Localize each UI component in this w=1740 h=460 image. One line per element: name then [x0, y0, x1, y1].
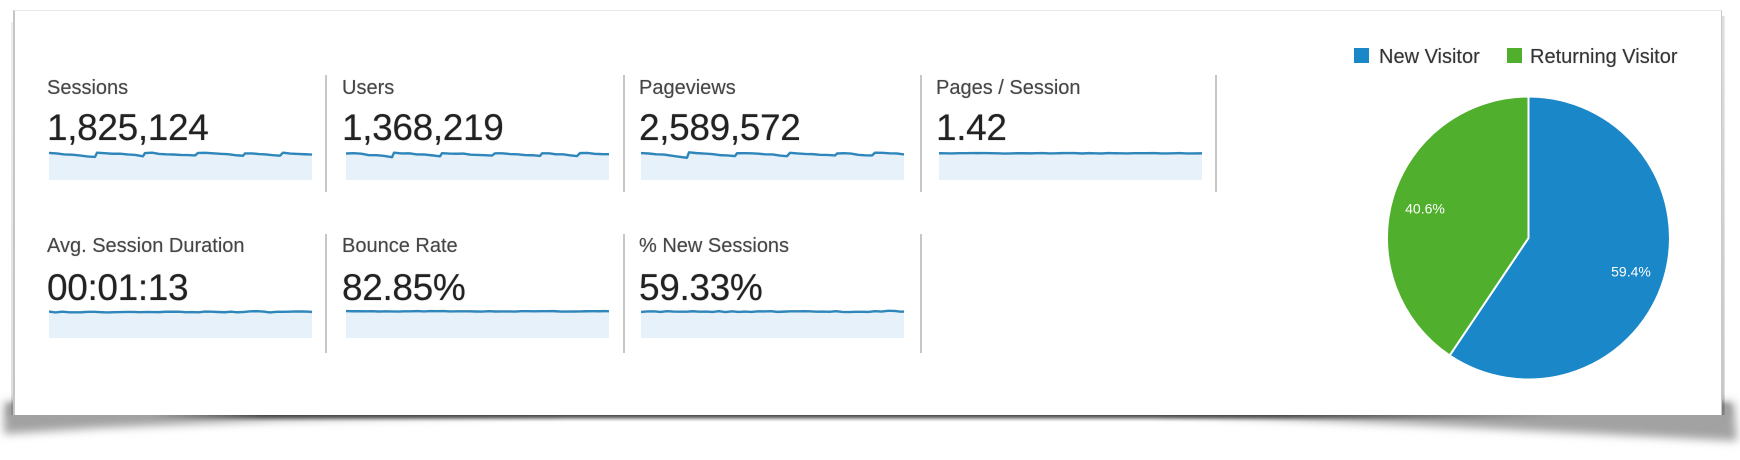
- svg-text:40.6%: 40.6%: [1405, 201, 1445, 217]
- svg-text:59.4%: 59.4%: [1611, 264, 1651, 280]
